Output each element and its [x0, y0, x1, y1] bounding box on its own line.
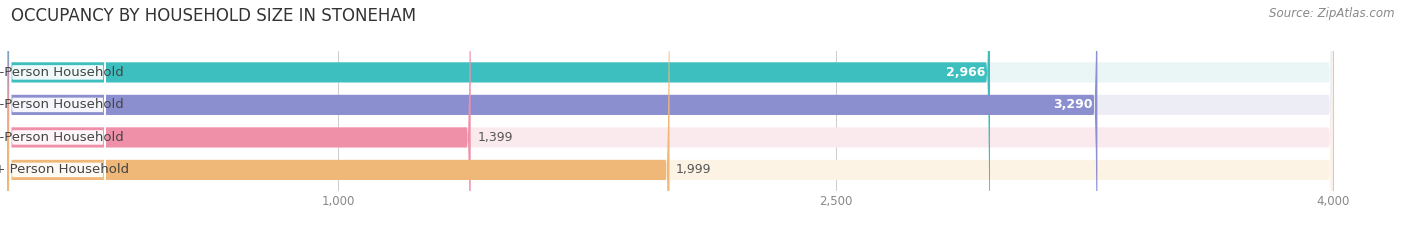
FancyBboxPatch shape [10, 0, 105, 233]
FancyBboxPatch shape [7, 0, 471, 233]
Text: 1-Person Household: 1-Person Household [0, 66, 124, 79]
FancyBboxPatch shape [7, 0, 1333, 233]
FancyBboxPatch shape [7, 0, 669, 233]
FancyBboxPatch shape [10, 0, 105, 233]
Text: Source: ZipAtlas.com: Source: ZipAtlas.com [1270, 7, 1395, 20]
FancyBboxPatch shape [7, 0, 1333, 233]
Text: 2,966: 2,966 [946, 66, 986, 79]
Text: 3,290: 3,290 [1053, 98, 1092, 111]
Text: 4+ Person Household: 4+ Person Household [0, 163, 129, 176]
FancyBboxPatch shape [10, 0, 105, 233]
Text: 2-Person Household: 2-Person Household [0, 98, 124, 111]
Text: 3-Person Household: 3-Person Household [0, 131, 124, 144]
FancyBboxPatch shape [10, 0, 105, 233]
Text: OCCUPANCY BY HOUSEHOLD SIZE IN STONEHAM: OCCUPANCY BY HOUSEHOLD SIZE IN STONEHAM [11, 7, 416, 25]
FancyBboxPatch shape [7, 0, 990, 233]
FancyBboxPatch shape [7, 0, 1098, 233]
Text: 1,999: 1,999 [676, 163, 711, 176]
Text: 1,399: 1,399 [477, 131, 513, 144]
FancyBboxPatch shape [7, 0, 1333, 233]
FancyBboxPatch shape [7, 0, 1333, 233]
